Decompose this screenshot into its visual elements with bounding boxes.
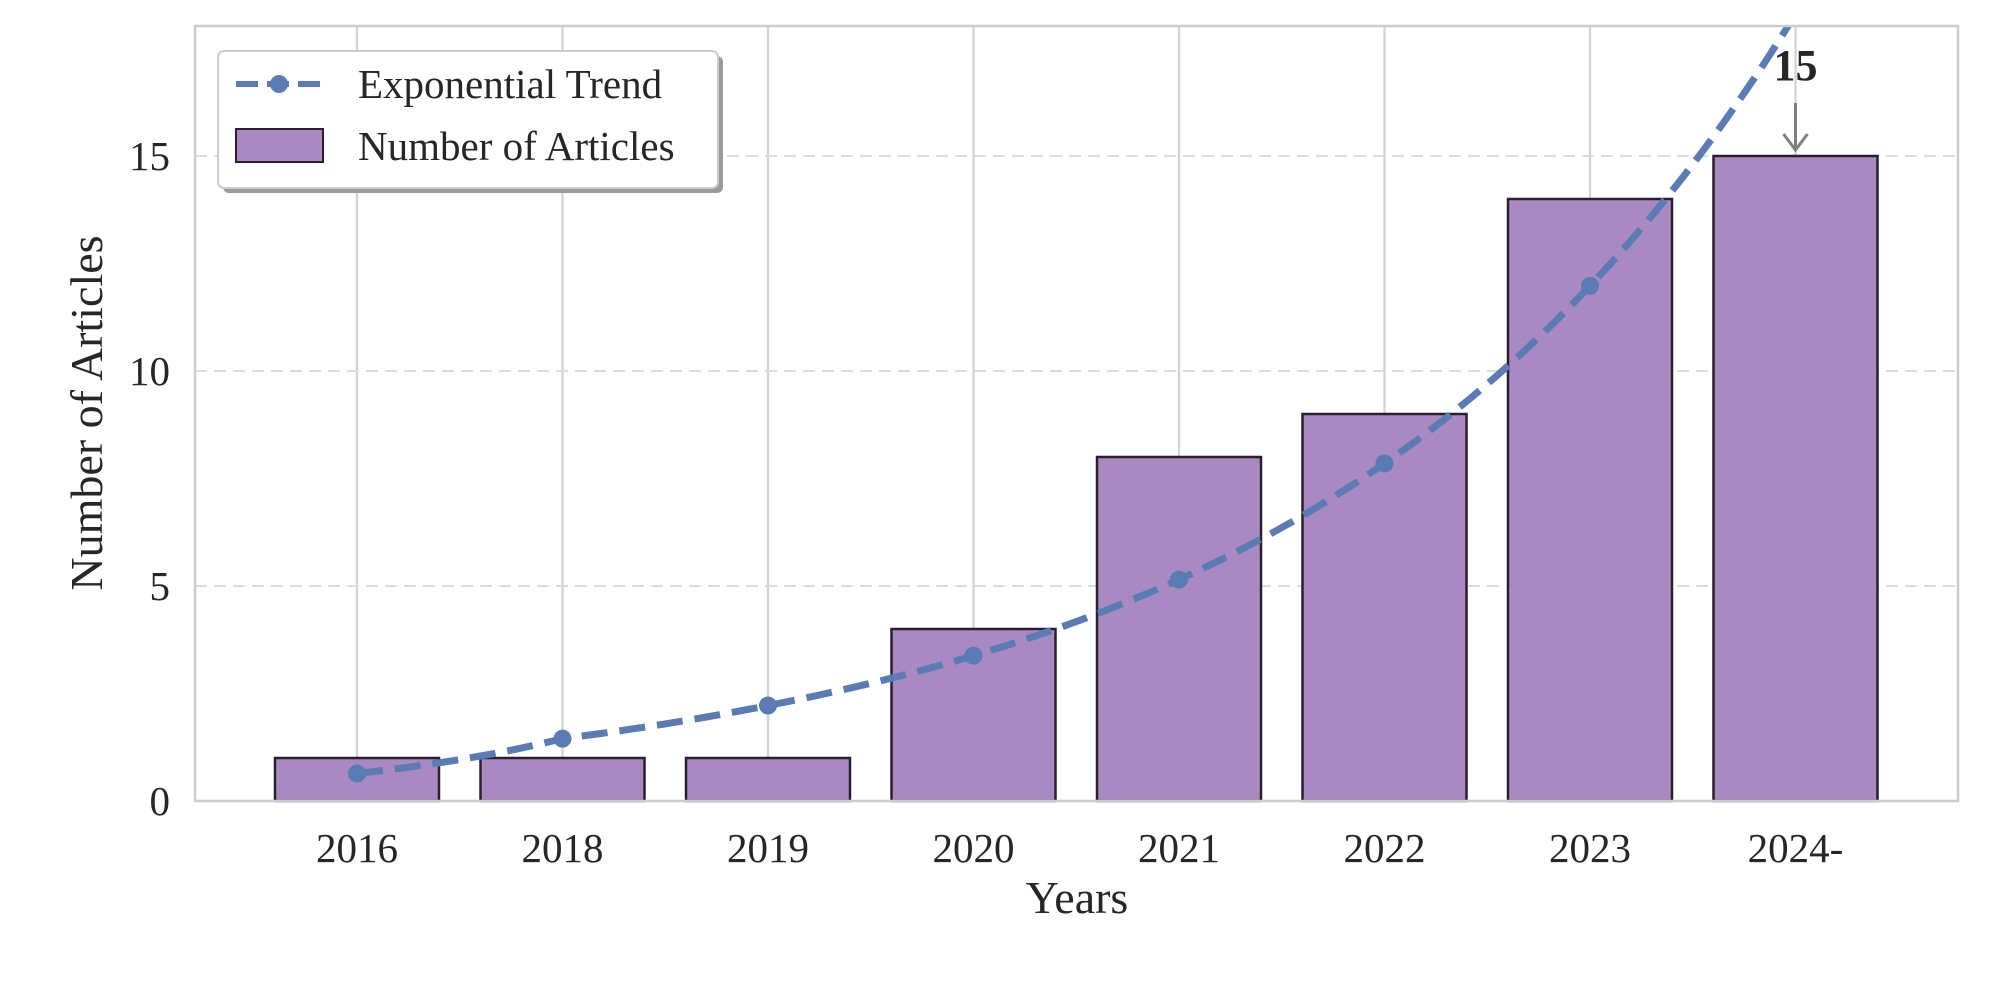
x-tick-label: 2022: [1344, 825, 1426, 871]
trend-point: [759, 696, 777, 715]
x-tick-labels: 2016 2018 2019 2020 2021 2022 2023 2024-: [316, 825, 1843, 871]
legend-box: [217, 50, 719, 189]
x-tick-label: 2019: [727, 825, 809, 871]
bar-2018: [479, 756, 646, 803]
x-tick-label: 2023: [1549, 825, 1631, 871]
bar-2022: [1301, 412, 1468, 803]
plot-frame: [193, 24, 1960, 803]
trend-point: [553, 729, 572, 748]
annotation: 15: [1774, 41, 1818, 153]
trend-point: [1375, 454, 1394, 473]
annotation-text: 15: [1774, 41, 1818, 90]
bar-2021: [1095, 455, 1263, 803]
y-axis-label: Number of Articles: [61, 235, 112, 590]
y-tick-labels: 0 5 10 15: [129, 133, 170, 824]
y-tick-label: 5: [150, 563, 171, 609]
x-tick-label: 2021: [1138, 825, 1220, 871]
trend-point: [1581, 276, 1599, 295]
annotation-arrow-head: [1782, 133, 1809, 153]
trend-point: [1170, 570, 1188, 589]
trend-line: [356, 26, 1793, 777]
legend-trend-label: Exponential Trend: [358, 61, 662, 107]
legend: Exponential Trend Number of Articles: [217, 50, 723, 193]
y-tick-label: 0: [150, 778, 171, 824]
bar-2024-: [1712, 154, 1879, 803]
y-tick-label: 10: [129, 348, 170, 394]
x-tick-label: 2020: [933, 825, 1015, 871]
legend-trend-marker: [270, 75, 288, 93]
x-tick-label: 2018: [522, 825, 604, 871]
y-tick-label: 15: [129, 133, 170, 179]
x-tick-label: 2016: [316, 825, 398, 871]
trend-series: [348, 26, 1793, 783]
trend-point: [964, 646, 983, 665]
bar-series: [273, 154, 1879, 803]
legend-bar-label: Number of Articles: [358, 123, 675, 169]
bar-2019: [684, 756, 852, 803]
x-tick-label: 2024-: [1748, 825, 1844, 871]
trend-point: [348, 764, 366, 783]
bar-2023: [1506, 197, 1674, 803]
legend-bar-swatch: [235, 128, 324, 163]
x-axis-label: Years: [1026, 872, 1129, 923]
